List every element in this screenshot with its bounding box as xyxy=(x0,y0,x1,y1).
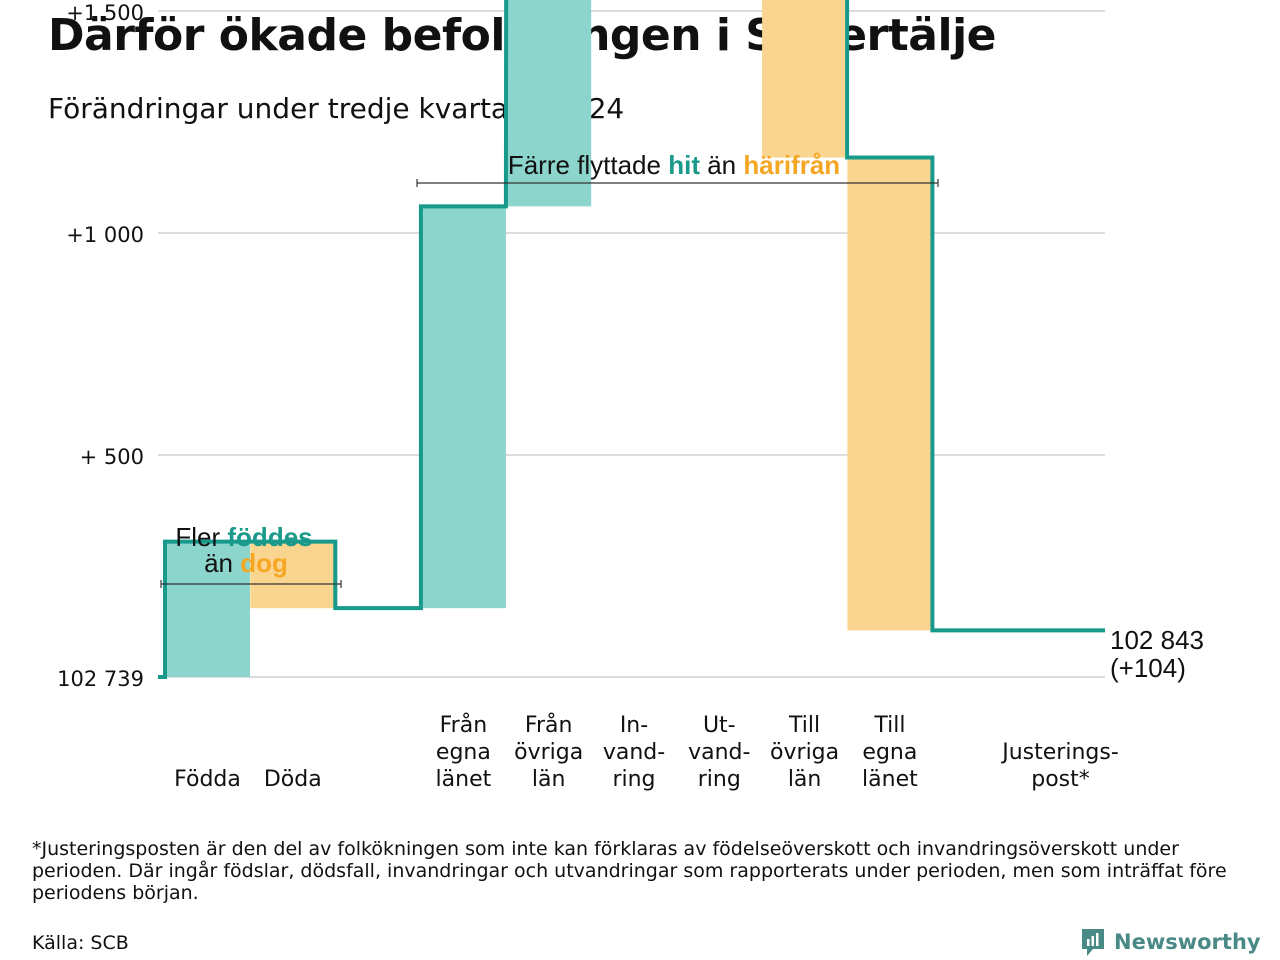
source-label: Källa: SCB xyxy=(32,932,129,954)
y-axis-ticks: 102 739+ 500+1 000+1 500+2 000 xyxy=(57,1,144,691)
x-label-line: länet xyxy=(436,767,492,792)
x-label-line: ring xyxy=(612,767,655,792)
end-change-label: (+104) xyxy=(1110,653,1186,683)
x-label-line: övriga xyxy=(514,740,583,765)
brand-name: Newsworthy xyxy=(1114,930,1261,954)
x-label-line: In- xyxy=(620,713,648,738)
step-line xyxy=(158,0,1105,679)
x-label-0: Födda xyxy=(174,767,241,792)
migration-annotation-text: Färre flyttade hit än härifrån xyxy=(508,150,840,180)
x-label-line: vand- xyxy=(603,740,665,765)
bar-1 xyxy=(250,541,336,609)
x-label-line: län xyxy=(788,767,822,792)
x-label-5: Ut-vand-ring xyxy=(688,713,750,792)
brand-logo: Newsworthy xyxy=(1080,927,1261,957)
x-label-7: Till egna länet xyxy=(862,713,918,792)
x-label-3: Från övriga län xyxy=(514,712,583,792)
births-annotation: Fler föddes än dog xyxy=(160,522,342,588)
x-label-line: Till xyxy=(873,713,905,738)
x-label-line: Från xyxy=(525,712,573,738)
bar-0 xyxy=(165,541,250,677)
bar-2 xyxy=(420,206,506,609)
y-tick-label: +1 000 xyxy=(66,223,144,247)
x-label-line: Till xyxy=(788,713,820,738)
x-label-2: Från egna länet xyxy=(436,712,492,792)
x-label-line: egna xyxy=(436,740,491,765)
x-label-line: Från xyxy=(440,712,488,738)
bar-7 xyxy=(847,157,933,631)
bars xyxy=(165,0,933,677)
bar-3 xyxy=(506,0,592,207)
x-label-line: länet xyxy=(862,767,918,792)
x-label-line: post* xyxy=(1031,767,1090,792)
y-tick-label: + 500 xyxy=(80,445,144,469)
x-label-line: egna xyxy=(862,740,917,765)
footnote: *Justeringsposten är den del av folkökni… xyxy=(32,838,1227,904)
births-annotation-line2: än dog xyxy=(204,548,288,578)
x-label-line: Födda xyxy=(174,767,241,792)
x-label-1: Döda xyxy=(264,767,322,792)
x-label-4: In-vand-ring xyxy=(603,713,665,792)
x-label-6: Till övriga län xyxy=(770,713,839,792)
waterfall-chart: 102 739+ 500+1 000+1 500+2 000 FöddaDöda… xyxy=(57,0,1204,792)
migration-annotation: Färre flyttade hit än härifrån xyxy=(416,150,939,187)
births-annotation-line1: Fler föddes xyxy=(175,522,312,552)
grid-lines xyxy=(158,10,1105,678)
y-tick-label: 102 739 xyxy=(57,667,144,691)
births-bracket xyxy=(160,580,342,588)
x-label-line: Ut- xyxy=(703,713,736,738)
x-label-line: ring xyxy=(698,767,741,792)
cumulative-step-line xyxy=(158,0,1105,679)
x-label-8: Justerings-post* xyxy=(1000,740,1119,792)
newsworthy-logo-icon xyxy=(1082,929,1104,956)
bar-6 xyxy=(762,0,848,158)
x-label-line: län xyxy=(532,767,566,792)
end-total-label: 102 843 xyxy=(1110,625,1204,655)
y-tick-label: +1 500 xyxy=(66,1,144,25)
x-label-line: övriga xyxy=(770,740,839,765)
x-label-line: vand- xyxy=(688,740,750,765)
x-label-line: Justerings- xyxy=(1000,740,1119,765)
migration-bracket xyxy=(416,179,939,187)
x-label-line: Döda xyxy=(264,767,322,792)
